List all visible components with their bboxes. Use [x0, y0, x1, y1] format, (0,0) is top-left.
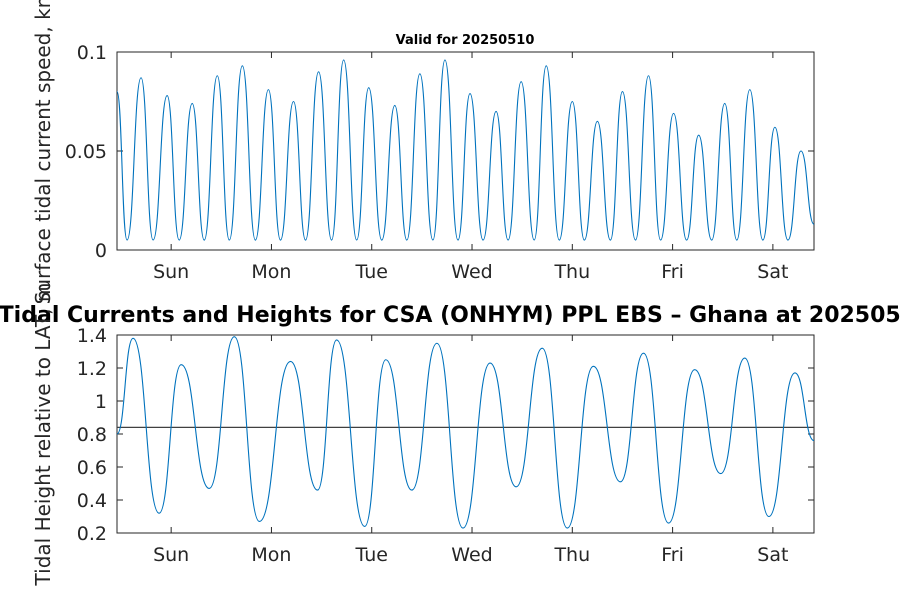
tidal-height-x-tick-label: Mon	[251, 544, 291, 566]
tidal-height-y-tick-label: 0.2	[77, 523, 107, 545]
current-speed-series-line	[116, 59, 815, 241]
current-speed-x-tick-label: Sat	[757, 261, 788, 283]
current-speed-x-tick-label: Wed	[451, 261, 492, 283]
tidal-height-y-tick-label: 1.4	[77, 325, 107, 347]
current-speed-y-axis-label: Surface tidal current speed, kn	[31, 0, 55, 304]
tidal-height-y-axis-label: Tidal Height relative to LAT, m	[31, 283, 55, 587]
current-speed-y-ticks: 0 0.05 0.1	[65, 42, 814, 262]
current-speed-y-tick-label: 0	[95, 240, 107, 262]
tidal-height-title: Tidal Currents and Heights for CSA (ONHY…	[0, 303, 900, 328]
tidal-height-y-tick-label: 0.8	[77, 424, 107, 446]
tidal-height-series-line	[116, 336, 815, 529]
tidal-height-x-tick-label: Tue	[355, 544, 388, 566]
current-speed-x-tick-label: Thu	[553, 261, 590, 283]
current-speed-x-tick-label: Mon	[251, 261, 291, 283]
tidal-height-x-tick-label: Sat	[757, 544, 788, 566]
tidal-height-y-tick-label: 0.6	[77, 457, 107, 479]
current-speed-panel: Valid for 20250510 Surface tidal current…	[31, 0, 815, 304]
tidal-height-x-tick-label: Fri	[661, 544, 684, 566]
current-speed-x-tick-label: Fri	[661, 261, 684, 283]
current-speed-x-ticks: Sun Mon Tue Wed Thu Fri Sat	[153, 52, 788, 283]
tidal-height-x-tick-label: Thu	[553, 544, 590, 566]
current-speed-x-tick-label: Sun	[153, 261, 189, 283]
current-speed-y-tick-label: 0.1	[77, 42, 107, 64]
tidal-height-x-ticks: Sun Mon Tue Wed Thu Fri Sat	[153, 335, 788, 566]
current-speed-x-tick-label: Tue	[355, 261, 388, 283]
tidal-height-y-tick-label: 1	[95, 391, 107, 413]
current-speed-title: Valid for 20250510	[396, 33, 535, 48]
current-speed-y-tick-label: 0.05	[65, 141, 107, 163]
tidal-height-y-tick-label: 1.2	[77, 358, 107, 380]
tidal-height-y-ticks: 0.2 0.4 0.6 0.8 1 1.2 1.4	[77, 325, 814, 545]
tidal-height-panel: Tidal Currents and Heights for CSA (ONHY…	[0, 283, 900, 587]
tidal-height-y-tick-label: 0.4	[77, 490, 107, 512]
tidal-height-x-tick-label: Sun	[153, 544, 189, 566]
tidal-height-x-tick-label: Wed	[451, 544, 492, 566]
